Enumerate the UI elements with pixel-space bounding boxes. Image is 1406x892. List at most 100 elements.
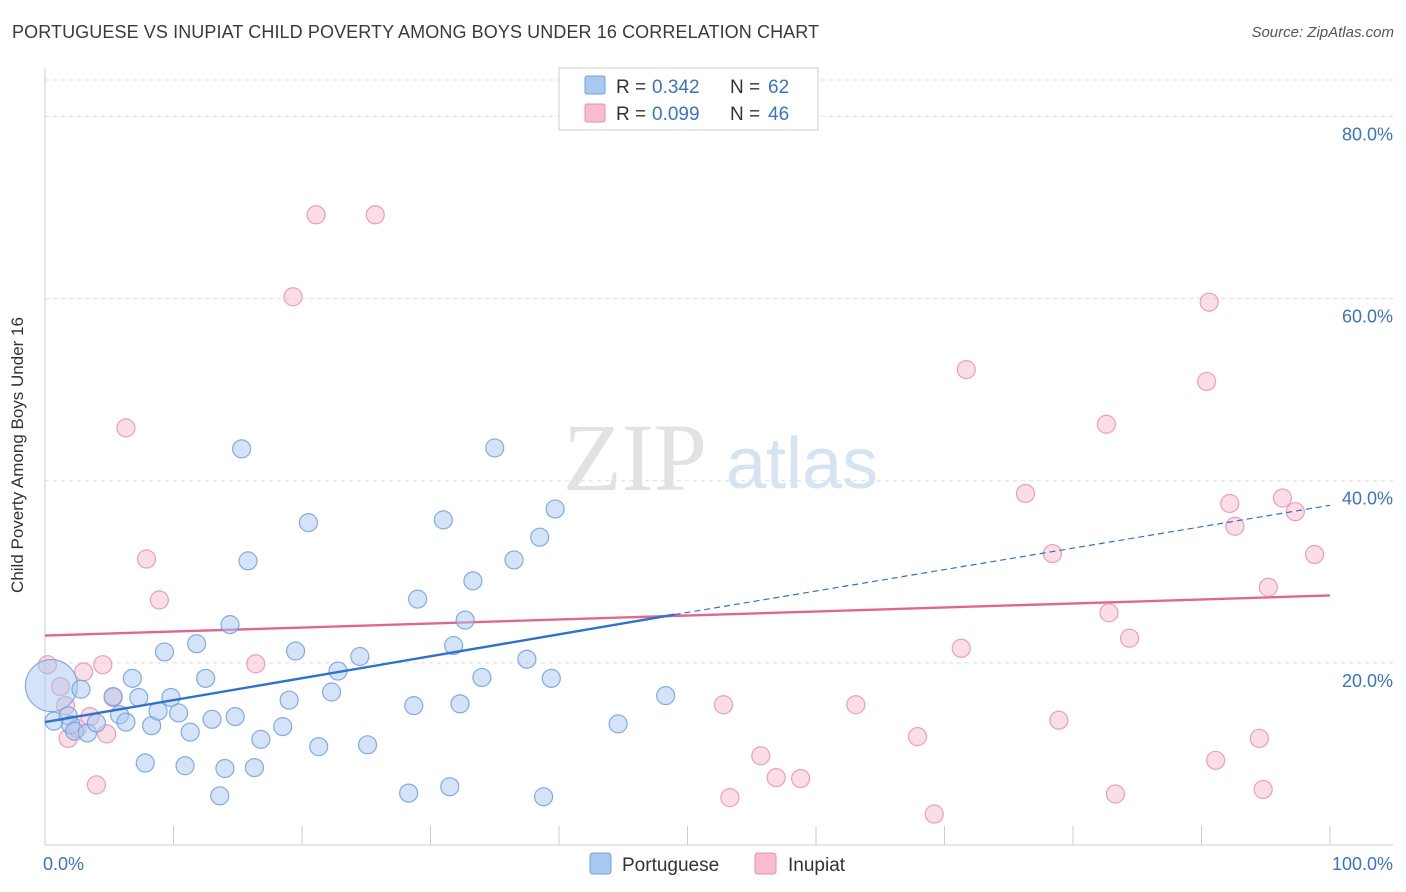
portuguese-point	[169, 703, 189, 723]
inupiat-point	[1206, 750, 1226, 770]
portuguese-point	[350, 646, 370, 667]
portuguese-point	[202, 709, 222, 729]
x-tick-label-start: 0.0%	[43, 854, 84, 874]
inupiat-point	[1272, 488, 1293, 508]
portuguese-point	[541, 668, 561, 688]
legend-n-label-1: N =	[730, 77, 760, 98]
portuguese-point	[154, 642, 175, 662]
portuguese-point	[399, 783, 419, 803]
portuguese-point	[279, 690, 299, 710]
portuguese-point	[530, 527, 550, 547]
watermark-zip: ZIP	[563, 404, 707, 511]
portuguese-point	[273, 717, 293, 737]
inupiat-point	[751, 746, 771, 766]
portuguese-point	[71, 679, 91, 699]
portuguese-point	[298, 513, 319, 533]
portuguese-trend-dashed	[674, 504, 1331, 616]
inupiat-point	[1304, 544, 1325, 565]
portuguese-points	[24, 438, 676, 807]
bottom-legend-portuguese: Portuguese	[622, 855, 719, 876]
inupiat-trend-line	[44, 594, 1331, 637]
inupiat-point	[365, 205, 385, 225]
y-tick-label: 80.0%	[1342, 124, 1393, 144]
portuguese-point	[210, 786, 230, 806]
inupiat-point	[1099, 603, 1119, 623]
inupiat-point	[1096, 414, 1117, 434]
inupiat-point	[1197, 371, 1217, 392]
portuguese-point	[404, 696, 424, 716]
portuguese-point	[440, 777, 460, 797]
axes	[44, 68, 1393, 846]
inupiat-trend	[44, 594, 1331, 637]
portuguese-point	[103, 686, 123, 707]
portuguese-point	[251, 729, 271, 749]
inupiat-point	[246, 654, 266, 674]
portuguese-point	[357, 735, 378, 755]
portuguese-point	[175, 756, 195, 776]
inupiat-point	[956, 360, 976, 380]
portuguese-point	[238, 551, 258, 571]
legend-swatch-portuguese	[584, 75, 606, 95]
inupiat-point	[766, 768, 786, 788]
portuguese-trend-solid	[44, 613, 675, 724]
portuguese-point	[504, 550, 524, 570]
portuguese-point	[472, 667, 492, 688]
inupiat-point	[790, 768, 811, 789]
inupiat-point	[1249, 728, 1269, 749]
inupiat-point	[924, 804, 944, 824]
portuguese-point	[232, 439, 252, 459]
y-tick-label: 40.0%	[1342, 489, 1393, 509]
portuguese-point	[24, 659, 79, 713]
portuguese-point	[450, 694, 470, 714]
portuguese-point	[485, 438, 505, 458]
portuguese-point	[244, 757, 265, 778]
portuguese-point	[656, 686, 676, 706]
inupiat-point	[86, 775, 107, 795]
portuguese-point	[517, 649, 537, 669]
bottom-legend: Portuguese Inupiat	[589, 852, 846, 876]
watermark-atlas: atlas	[726, 424, 878, 504]
inupiat-point	[1199, 292, 1219, 312]
bottom-legend-swatch-portuguese	[589, 852, 612, 875]
legend-n-value-1: 62	[768, 77, 789, 98]
y-tick-label: 60.0%	[1342, 307, 1393, 327]
inupiat-point	[283, 287, 303, 307]
portuguese-point	[455, 610, 475, 630]
inupiat-point	[1253, 779, 1273, 800]
source-label: Source: ZipAtlas.com	[1251, 24, 1394, 41]
inupiat-point	[1042, 543, 1063, 564]
portuguese-point	[463, 571, 483, 591]
portuguese-point	[135, 753, 155, 773]
inupiat-point	[149, 590, 169, 610]
chart-title: PORTUGUESE VS INUPIAT CHILD POVERTY AMON…	[12, 22, 820, 42]
portuguese-point	[116, 712, 136, 732]
portuguese-point	[122, 668, 142, 688]
inupiat-point	[116, 418, 136, 438]
portuguese-point	[408, 589, 428, 609]
inupiat-point	[846, 695, 866, 715]
inupiat-point	[93, 655, 113, 675]
bottom-legend-inupiat: Inupiat	[788, 855, 846, 876]
portuguese-point	[215, 758, 235, 779]
inupiat-points	[37, 205, 1325, 824]
inupiat-point	[73, 662, 94, 682]
portuguese-point	[225, 706, 245, 727]
inupiat-point	[1285, 502, 1305, 522]
grid-lines	[45, 79, 1393, 664]
y-tick-label: 20.0%	[1342, 671, 1393, 691]
legend-n-value-2: 46	[768, 104, 789, 125]
inupiat-point	[1015, 483, 1036, 504]
portuguese-point	[285, 641, 306, 661]
inupiat-point	[1220, 493, 1240, 514]
portuguese-point	[444, 635, 464, 656]
legend-box: R = 0.342 N = 62 R = 0.099 N = 46	[558, 67, 819, 131]
portuguese-point	[433, 510, 453, 530]
portuguese-point	[180, 722, 200, 742]
inupiat-point	[1258, 577, 1278, 597]
legend-n-label-2: N =	[730, 104, 760, 125]
legend-r-label-1: R =	[616, 77, 646, 98]
tick-labels: 20.0% 40.0% 60.0% 80.0% 0.0% 100.0%	[43, 124, 1393, 874]
inupiat-point	[1119, 628, 1140, 648]
legend-r-value-1: 0.342	[652, 77, 700, 98]
